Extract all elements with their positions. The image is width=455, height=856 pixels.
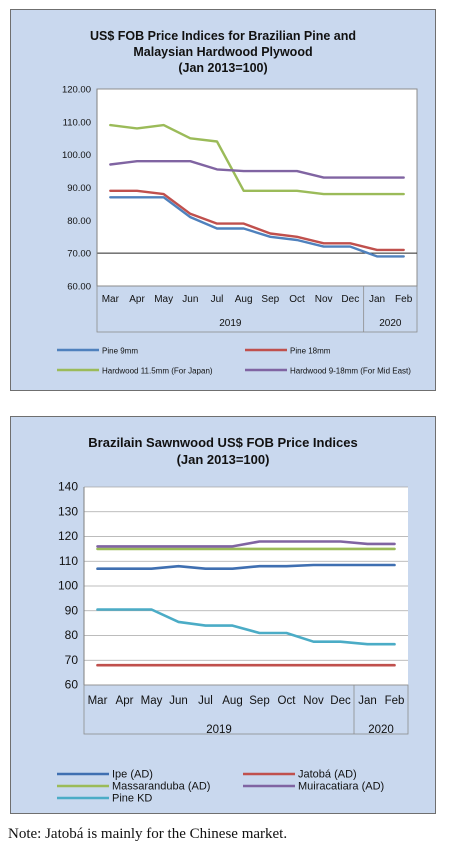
chart-1-year-label: 2020 xyxy=(379,318,402,329)
chart-2-title-line-1: Brazilain Sawnwood US$ FOB Price Indices xyxy=(88,435,358,450)
chart-1-x-tick-label: Sep xyxy=(261,294,279,305)
chart-1-x-tick-label: Apr xyxy=(129,294,145,305)
chart-1-year-label: 2019 xyxy=(219,318,242,329)
chart-1-x-tick-label: Mar xyxy=(102,294,120,305)
chart-1-category-axis-box xyxy=(96,285,418,333)
chart-2-svg: 60 70 80 90 100 110 120 130 140 Mar Apr May Jun Jul Au… xyxy=(57,480,409,805)
chart-1-x-tick-label: Jun xyxy=(182,294,198,305)
chart-1-legend-label-3: Hardwood 11.5mm (For Japan) xyxy=(102,367,213,376)
chart-1-x-tick-label: May xyxy=(154,294,173,305)
chart-2-x-tick-label: Mar xyxy=(88,695,108,707)
chart-1-x-tick-label: Oct xyxy=(289,294,305,305)
plywood-price-chart-panel: US$ FOB Price Indices for Brazilian Pine… xyxy=(10,9,436,391)
chart-2-series-line-4 xyxy=(96,540,396,548)
chart-2-title-line-2: (Jan 2013=100) xyxy=(176,452,270,467)
chart-1-series-line-1 xyxy=(109,196,405,258)
chart-2-y-tick-label: 70 xyxy=(65,653,79,667)
chart-2-x-tick-label: Oct xyxy=(278,695,297,707)
chart-1-y-tick-label: 60.00 xyxy=(67,282,91,293)
chart-2-legend-label-5: Pine KD xyxy=(112,793,152,805)
chart-1-legend-label-4: Hardwood 9-18mm (For Mid East) xyxy=(290,367,411,376)
chart-2-y-tick-label: 90 xyxy=(65,603,79,617)
chart-2-x-tick-label: Nov xyxy=(303,695,324,707)
chart-2-legend-label-1: Ipe (AD) xyxy=(112,769,153,781)
chart-2-x-tick-label: Jul xyxy=(198,695,213,707)
chart-2-y-tick-label: 100 xyxy=(58,579,78,593)
chart-1-legend-label-1: Pine 9mm xyxy=(102,347,138,356)
chart-1-y-tick-label: 110.00 xyxy=(63,117,91,128)
chart-2-series-line-1 xyxy=(96,563,396,570)
chart-2-year-label: 2019 xyxy=(206,724,232,736)
chart-2-x-tick-label: Sep xyxy=(249,695,269,707)
chart-1-y-tick-label: 80.00 xyxy=(67,216,91,227)
chart-2-y-tick-label: 60 xyxy=(65,678,79,692)
chart-2-y-tick-label: 80 xyxy=(65,628,79,642)
chart-2-x-tick-label: Jan xyxy=(358,695,377,707)
chart-2-x-tick-label: Aug xyxy=(222,695,242,707)
chart-1-y-tick-label: 120.00 xyxy=(62,85,91,96)
chart-2-legend-label-3: Massaranduba (AD) xyxy=(112,781,210,793)
chart-1-x-tick-label: Aug xyxy=(235,294,253,305)
chart-1-x-tick-label: Jan xyxy=(369,294,385,305)
chart-1-x-tick-label: Nov xyxy=(315,294,333,305)
chart-1-title-line-3: (Jan 2013=100) xyxy=(178,61,268,75)
chart-1-y-tick-label: 70.00 xyxy=(67,249,91,260)
footnote: Note: Jatobá is mainly for the Chinese m… xyxy=(8,826,288,842)
chart-1-title-line-2: Malaysian Hardwood Plywood xyxy=(133,45,313,59)
chart-1-x-tick-label: Dec xyxy=(341,294,359,305)
chart-2-x-tick-label: May xyxy=(141,695,163,707)
chart-1-series-line-2 xyxy=(109,189,405,252)
chart-2-x-tick-label: Apr xyxy=(116,695,134,707)
chart-2-title: Brazilain Sawnwood US$ FOB Price Indices… xyxy=(11,434,435,468)
chart-1-legend-label-2: Pine 18mm xyxy=(290,347,331,356)
chart-2-category-axis-box xyxy=(83,684,409,735)
chart-1-series-line-3 xyxy=(109,123,405,196)
chart-2-y-tick-label: 110 xyxy=(59,554,78,568)
chart-2-y-tick-label: 120 xyxy=(58,529,78,543)
chart-1-y-tick-label: 100.00 xyxy=(62,150,91,161)
chart-1-title: US$ FOB Price Indices for Brazilian Pine… xyxy=(11,28,435,76)
chart-2-x-tick-label: Feb xyxy=(385,695,405,707)
chart-2-x-tick-label: Dec xyxy=(330,695,351,707)
chart-2-y-tick-label: 140 xyxy=(58,480,78,494)
chart-2-series-line-5 xyxy=(96,608,396,646)
chart-1-y-tick-label: 90.00 xyxy=(67,183,91,194)
chart-2-year-label: 2020 xyxy=(368,724,394,736)
chart-2-x-tick-label: Jun xyxy=(169,695,188,707)
chart-2-legend-label-4: Muiracatiara (AD) xyxy=(298,781,384,793)
sawnwood-price-chart-panel: Brazilain Sawnwood US$ FOB Price Indices… xyxy=(10,416,436,814)
chart-1-x-tick-label: Jul xyxy=(211,294,224,305)
chart-1-plot-area xyxy=(96,88,418,287)
chart-1-x-tick-label: Feb xyxy=(395,294,413,305)
chart-2-y-tick-label: 130 xyxy=(58,504,78,518)
chart-1-svg: 60.00 70.00 80.00 90.00 100.00 110.00 120.00 Ma… xyxy=(57,85,418,376)
chart-1-title-line-1: US$ FOB Price Indices for Brazilian Pine… xyxy=(89,29,357,43)
chart-1-series-line-4 xyxy=(109,159,405,179)
chart-2-legend-label-2: Jatobá (AD) xyxy=(298,769,357,781)
